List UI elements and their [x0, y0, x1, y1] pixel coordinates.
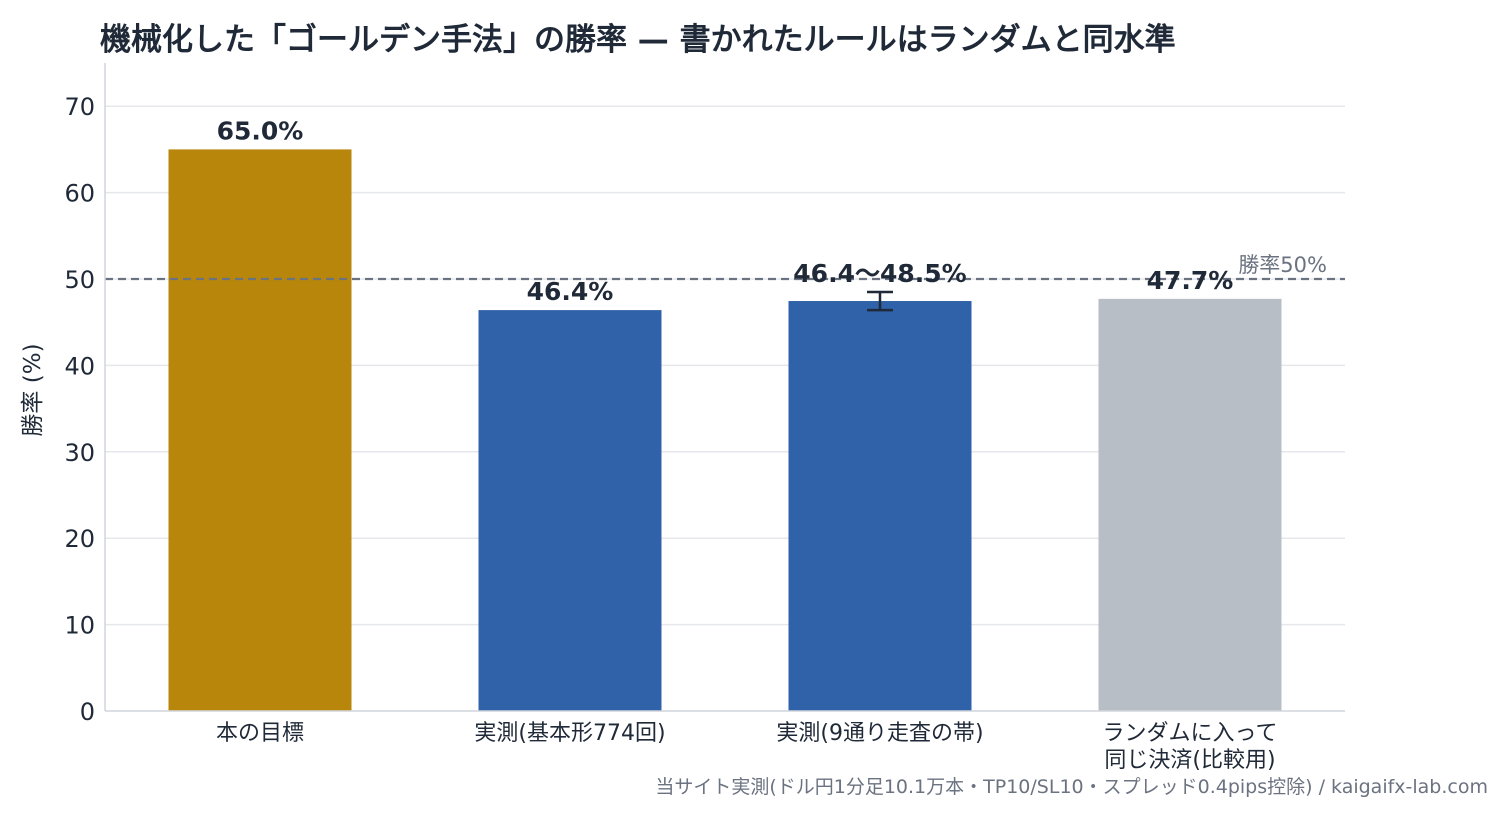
bar	[788, 301, 972, 711]
bar	[168, 149, 352, 711]
reference-line-group: 勝率50%	[105, 253, 1345, 281]
y-tick-label: 20	[64, 525, 95, 553]
bar	[1098, 298, 1282, 711]
y-axis-label: 勝率 (%)	[20, 343, 46, 436]
y-tick-label: 30	[64, 439, 95, 467]
y-tick-label: 0	[80, 698, 95, 726]
y-tick-label: 70	[64, 93, 95, 121]
data-labels: 65.0% 46.4% 46.4〜48.5% 47.7%	[217, 116, 1234, 306]
x-tick-label: ランダムに入って	[1103, 721, 1278, 746]
bars	[168, 149, 1282, 711]
bar	[478, 310, 662, 711]
axes: 0 10 20 30 40 50 60 70 本の目標 実測(基本形774回) 実測(9通り走査の帯…	[64, 63, 1345, 773]
y-tick-label: 40	[64, 352, 95, 380]
data-label: 65.0%	[217, 116, 304, 145]
data-label: 47.7%	[1147, 266, 1234, 295]
data-label: 46.4〜48.5%	[793, 259, 966, 288]
y-tick-label: 10	[64, 612, 95, 640]
error-bars	[867, 290, 893, 312]
x-tick-label: 実測(基本形774回)	[474, 721, 665, 746]
x-tick-label: 同じ決済(比較用)	[1104, 748, 1275, 773]
x-tick-label: 実測(9通り走査の帯)	[776, 721, 983, 746]
y-tick-label: 50	[64, 266, 95, 294]
reference-line-label: 勝率50%	[1238, 253, 1327, 277]
y-tick-label: 60	[64, 180, 95, 208]
data-label: 46.4%	[527, 277, 614, 306]
chart-title: 機械化した「ゴールデン手法」の勝率 — 書かれたルールはランダムと同水準	[100, 22, 1176, 58]
x-tick-label: 本の目標	[216, 721, 304, 746]
source-note: 当サイト実測(ドル円1分足10.1万本・TP10/SL10・スプレッド0.4pi…	[655, 776, 1488, 798]
